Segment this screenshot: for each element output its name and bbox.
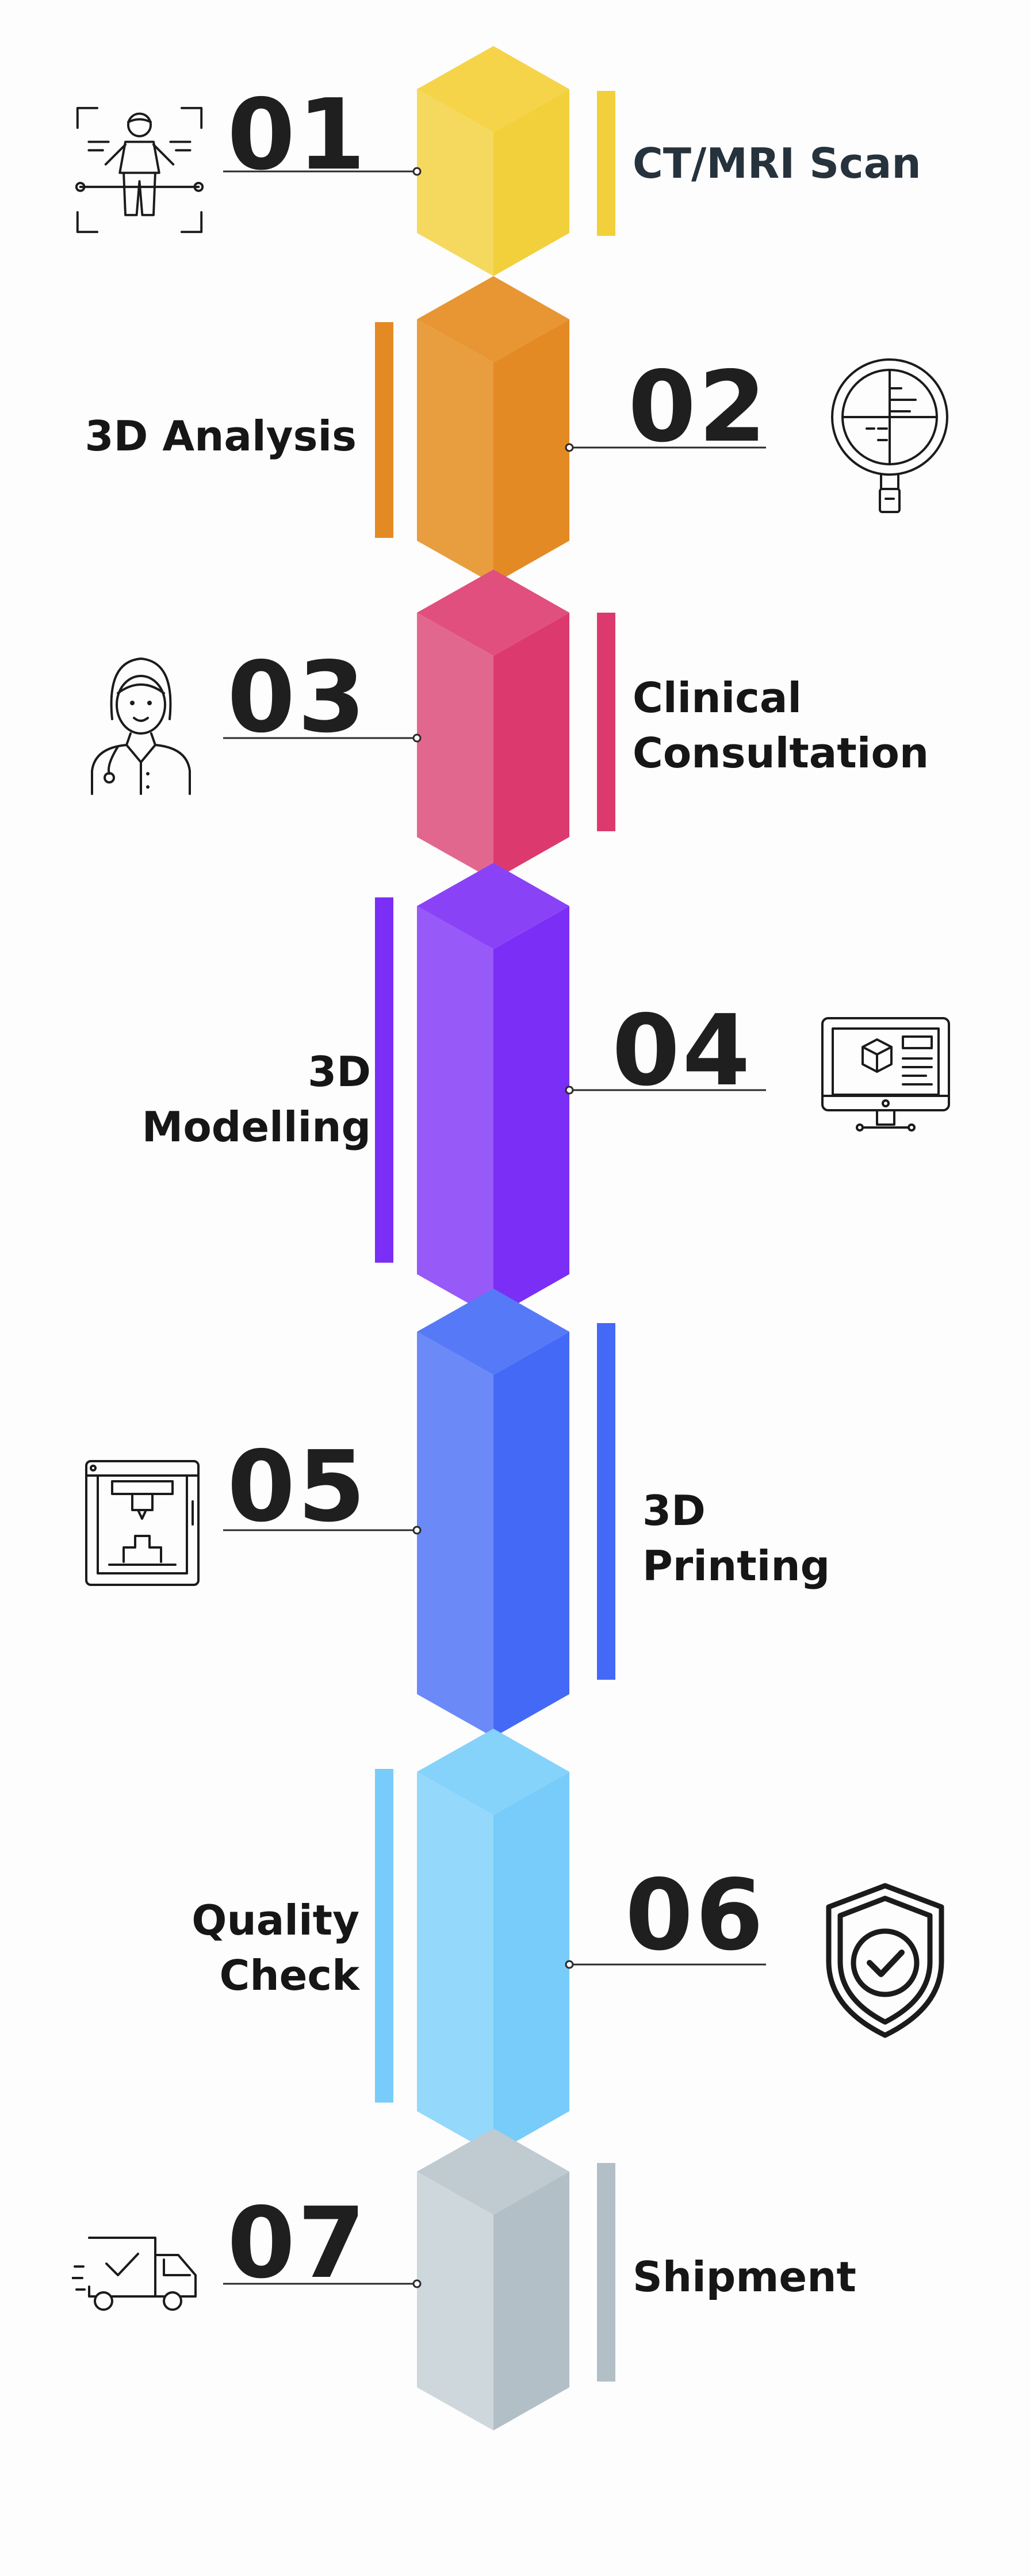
step-bar-07: [597, 2163, 615, 2382]
step-label-02: 3D Analysis: [85, 412, 357, 460]
step-number-03: 03: [227, 641, 368, 755]
connector-dot-07: [412, 2279, 422, 2288]
step-label-06-line2: Check: [219, 1951, 360, 2000]
pillar-face-light-04: [417, 906, 493, 1317]
step-bar-01: [597, 91, 615, 236]
body-scan-icon: [72, 102, 207, 238]
step-label-04-line1: 3D: [308, 1048, 371, 1096]
step-bar-05: [597, 1323, 615, 1680]
pillar-face-dark-01: [493, 89, 569, 276]
pillar-face-dark-07: [493, 2172, 569, 2430]
pillar-top-05: [417, 1289, 569, 1375]
step-number-07: 07: [227, 2187, 368, 2300]
step-number-06: 06: [625, 1859, 766, 1973]
step-bar-03: [597, 613, 615, 831]
pillar-face-dark-05: [493, 1332, 569, 1737]
pillar-face-light-01: [417, 89, 493, 276]
step-label-03-line1: Clinical: [633, 674, 802, 722]
pillar-face-dark-02: [493, 319, 569, 584]
step-label-05: 3D Printing: [642, 1483, 830, 1593]
magnifier-analysis-icon: [824, 354, 956, 515]
pillar-face-dark-04: [493, 906, 569, 1317]
doctor-icon: [83, 650, 198, 797]
step-label-04: 3D Modelling: [86, 1044, 371, 1155]
connector-dot-02: [565, 443, 574, 452]
pillar-top-01: [417, 46, 569, 132]
step-number-05: 05: [227, 1430, 368, 1544]
pillar-face-dark-06: [493, 1772, 569, 2154]
step-number-04: 04: [612, 994, 753, 1108]
step-label-06-line1: Quality: [192, 1896, 359, 1944]
pillar-top-03: [417, 570, 569, 656]
step-label-01: CT/MRI Scan: [633, 139, 921, 188]
step-label-05-line2: Printing: [642, 1542, 830, 1590]
pillar-top-06: [417, 1729, 569, 1815]
step-label-03-line2: Consultation: [633, 729, 929, 777]
3d-printer-icon: [81, 1455, 204, 1591]
step-label-05-line1: 3D: [642, 1486, 706, 1535]
connector-dot-04: [565, 1086, 574, 1095]
pillar-top-07: [417, 2128, 569, 2215]
step-bar-04: [375, 897, 393, 1263]
step-label-03: Clinical Consultation: [633, 670, 929, 781]
pillar-face-light-05: [417, 1332, 493, 1737]
connector-dot-05: [412, 1526, 422, 1535]
pillar-top-02: [417, 276, 569, 362]
pillar-face-dark-03: [493, 613, 569, 880]
delivery-truck-icon: [72, 2232, 204, 2318]
step-label-04-line2: Modelling: [141, 1103, 371, 1151]
shield-check-icon: [824, 1881, 947, 2039]
pillar-face-light-07: [417, 2172, 493, 2430]
connector-dot-03: [412, 733, 422, 743]
step-number-01: 01: [227, 78, 368, 192]
connector-dot-06: [565, 1960, 574, 1969]
pillar-face-light-03: [417, 613, 493, 880]
computer-3d-model-icon: [817, 1012, 955, 1148]
step-label-07: Shipment: [633, 2253, 856, 2301]
pillar-face-light-06: [417, 1772, 493, 2154]
step-bar-06: [375, 1769, 393, 2103]
step-bar-02: [375, 322, 393, 538]
step-number-02: 02: [628, 350, 769, 464]
pillar-top-04: [417, 863, 569, 949]
step-label-06: Quality Check: [69, 1893, 359, 2003]
connector-dot-01: [412, 167, 422, 176]
pillar-face-light-02: [417, 319, 493, 584]
